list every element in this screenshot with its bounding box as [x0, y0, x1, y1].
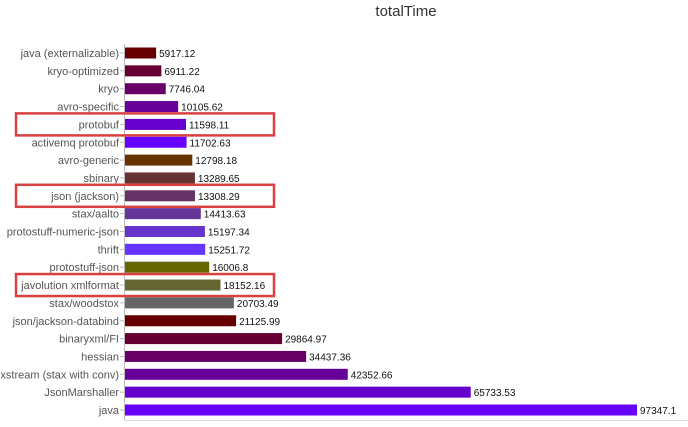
highlight-box	[14, 272, 276, 298]
category-label: json/jackson-databind	[12, 316, 119, 328]
bar	[125, 118, 187, 130]
category-label: stax/aalto	[72, 209, 119, 221]
bar	[125, 83, 166, 95]
bar	[125, 404, 637, 416]
highlight-box	[14, 112, 276, 137]
category-label: avro-specific	[57, 102, 119, 114]
category-label: protobuf	[79, 119, 120, 131]
category-label: protostuff-numeric-json	[7, 227, 119, 239]
bar	[125, 350, 307, 362]
category-label: kryo	[98, 84, 119, 96]
value-label: 16006.8	[212, 263, 249, 274]
bar	[125, 333, 283, 345]
value-label: 97347.1	[640, 406, 677, 417]
bar	[125, 315, 237, 327]
category-label: kryo-optimized	[47, 66, 119, 78]
value-label: 7746.04	[169, 85, 206, 96]
category-label: javolution xmlformat	[20, 280, 119, 292]
category-label: java	[98, 405, 120, 417]
bar	[125, 279, 221, 291]
bar	[125, 368, 348, 380]
category-label: avro-generic	[58, 155, 120, 167]
category-label: thrift	[98, 244, 119, 256]
category-label: activemq protobuf	[32, 137, 120, 149]
value-label: 5917.12	[159, 49, 196, 60]
chart-title: totalTime	[375, 3, 437, 20]
value-label: 11598.11	[189, 120, 230, 131]
category-label: JsonMarshaller	[44, 387, 119, 399]
value-label: 14413.63	[204, 210, 246, 221]
bar	[125, 226, 205, 237]
category-label: json (jackson)	[50, 191, 119, 203]
bar	[125, 261, 210, 273]
category-label: stax/woodstox	[49, 298, 119, 310]
bar	[125, 101, 179, 113]
value-label: 20703.49	[237, 299, 279, 310]
highlight-box	[14, 183, 276, 209]
value-label: 6911.22	[164, 67, 200, 78]
value-label: 29864.97	[285, 335, 327, 346]
value-label: 13289.65	[198, 174, 240, 185]
value-label: 42352.66	[351, 370, 393, 381]
category-label: hessian	[81, 351, 119, 363]
bar	[125, 190, 195, 202]
category-label: protostuff-json	[49, 262, 119, 274]
value-label: 10105.62	[181, 103, 223, 114]
category-label: binaryxml/FI	[59, 334, 119, 346]
bar	[125, 136, 187, 148]
category-label: xstream (stax with conv)	[0, 369, 119, 381]
bar	[125, 208, 201, 220]
value-label: 15197.34	[208, 228, 250, 239]
value-label: 13308.29	[198, 192, 240, 203]
bar	[125, 172, 195, 184]
bar	[125, 297, 234, 309]
value-label: 11702.63	[190, 138, 231, 149]
value-label: 15251.72	[208, 245, 250, 256]
bar	[125, 47, 157, 59]
bar	[125, 243, 206, 255]
category-label: sbinary	[84, 173, 120, 185]
category-label: java (externalizable)	[20, 48, 119, 60]
bar	[125, 154, 193, 166]
value-label: 65733.53	[474, 388, 516, 399]
bar	[125, 386, 471, 398]
value-label: 18152.16	[223, 281, 265, 292]
value-label: 12798.18	[195, 156, 237, 167]
bar	[125, 65, 162, 77]
value-label: 34437.36	[309, 352, 351, 363]
value-label: 21125.99	[239, 317, 280, 328]
